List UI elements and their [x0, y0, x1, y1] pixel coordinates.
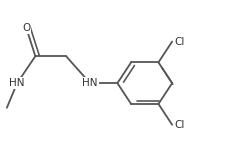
Text: HN: HN	[82, 78, 97, 88]
Text: Cl: Cl	[173, 37, 184, 47]
Text: Cl: Cl	[173, 120, 184, 130]
Text: HN: HN	[9, 78, 25, 88]
Text: O: O	[22, 23, 30, 33]
